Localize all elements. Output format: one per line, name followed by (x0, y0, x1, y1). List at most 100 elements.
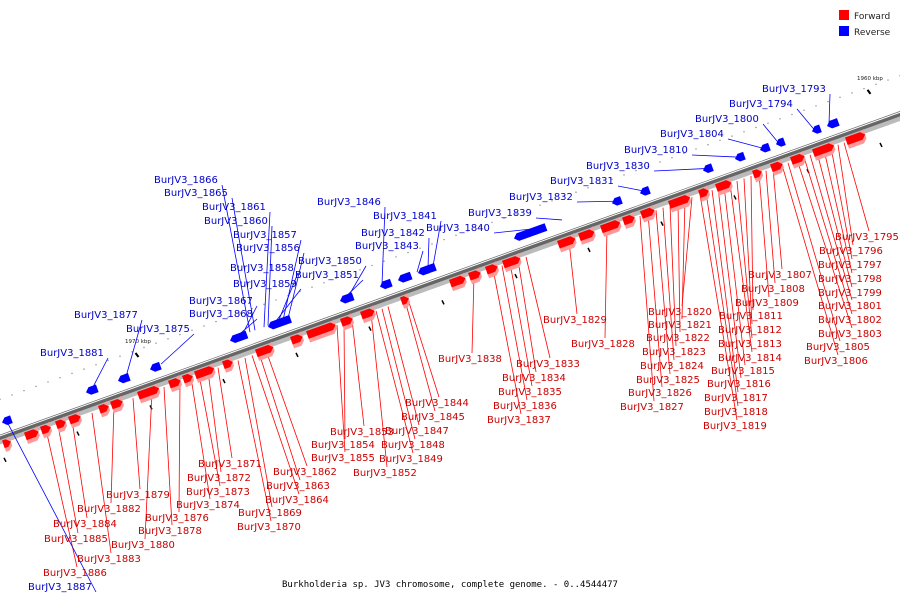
gene-label[interactable]: BurJV3_1867 (189, 296, 253, 307)
gene-arrow-forward[interactable] (751, 166, 764, 183)
gene-arrow-forward[interactable] (289, 331, 305, 349)
gene-label[interactable]: BurJV3_1869 (238, 508, 302, 519)
gene-label[interactable]: BurJV3_1854 (311, 440, 375, 451)
gene-label[interactable]: BurJV3_1881 (40, 348, 104, 359)
gene-label[interactable]: BurJV3_1871 (198, 459, 262, 470)
gene-label[interactable]: BurJV3_1855 (311, 453, 375, 464)
gene-label[interactable]: BurJV3_1885 (44, 534, 108, 545)
gene-label[interactable]: BurJV3_1826 (628, 388, 692, 399)
gene-label[interactable]: BurJV3_1836 (493, 401, 557, 412)
gene-label[interactable]: BurJV3_1844 (405, 398, 469, 409)
gene-label[interactable]: BurJV3_1795 (835, 232, 899, 243)
gene-arrow-forward[interactable] (254, 341, 276, 361)
gene-arrow-reverse[interactable] (811, 124, 822, 136)
gene-arrow-reverse[interactable] (826, 118, 840, 130)
gene-label[interactable]: BurJV3_1838 (438, 354, 502, 365)
gene-label[interactable]: BurJV3_1830 (586, 161, 650, 172)
gene-label[interactable]: BurJV3_1853 (330, 427, 394, 438)
gene-label[interactable]: BurJV3_1848 (381, 440, 445, 451)
gene-label[interactable]: BurJV3_1861 (202, 202, 266, 213)
gene-label[interactable]: BurJV3_1822 (646, 333, 710, 344)
gene-label[interactable]: BurJV3_1809 (735, 298, 799, 309)
gene-label[interactable]: BurJV3_1817 (704, 393, 768, 404)
gene-arrow-forward[interactable] (167, 374, 183, 393)
gene-arrow-forward[interactable] (844, 128, 868, 149)
gene-label[interactable]: BurJV3_1875 (126, 324, 190, 335)
gene-label[interactable]: BurJV3_1821 (648, 320, 712, 331)
gene-label[interactable]: BurJV3_1846 (317, 197, 381, 208)
gene-label[interactable]: BurJV3_1813 (718, 339, 782, 350)
gene-arrow-reverse[interactable] (117, 373, 131, 385)
gene-label[interactable]: BurJV3_1851 (295, 270, 359, 281)
gene-label[interactable]: BurJV3_1827 (620, 402, 684, 413)
gene-label[interactable]: BurJV3_1864 (265, 495, 329, 506)
gene-label[interactable]: BurJV3_1860 (204, 216, 268, 227)
legend-reverse[interactable]: Reverse (839, 26, 891, 38)
gene-label[interactable]: BurJV3_1856 (236, 243, 300, 254)
gene-label[interactable]: BurJV3_1824 (640, 361, 704, 372)
gene-label[interactable]: BurJV3_1820 (648, 307, 712, 318)
gene-label[interactable]: BurJV3_1842 (361, 228, 425, 239)
gene-label[interactable]: BurJV3_1837 (487, 415, 551, 426)
gene-label[interactable]: BurJV3_1807 (748, 270, 812, 281)
gene-arrow-forward[interactable] (23, 426, 41, 444)
gene-arrow-forward[interactable] (221, 356, 235, 373)
gene-arrow-forward[interactable] (305, 319, 338, 343)
gene-arrow-reverse[interactable] (229, 330, 249, 345)
gene-label[interactable]: BurJV3_1804 (660, 129, 724, 140)
gene-arrow-forward[interactable] (769, 158, 785, 176)
gene-label[interactable]: BurJV3_1880 (111, 540, 175, 551)
gene-label[interactable]: BurJV3_1832 (509, 192, 573, 203)
gene-arrow-reverse[interactable] (379, 278, 393, 291)
gene-label[interactable]: BurJV3_1806 (804, 356, 868, 367)
gene-label[interactable]: BurJV3_1883 (77, 554, 141, 565)
gene-label[interactable]: BurJV3_1814 (718, 353, 782, 364)
gene-label[interactable]: BurJV3_1868 (189, 309, 253, 320)
gene-label[interactable]: BurJV3_1800 (695, 114, 759, 125)
gene-arrow-forward[interactable] (399, 292, 411, 309)
gene-arrow-forward[interactable] (556, 233, 578, 253)
gene-label[interactable]: BurJV3_1823 (642, 347, 706, 358)
gene-arrow-reverse[interactable] (611, 196, 623, 207)
gene-arrow-forward[interactable] (811, 140, 836, 161)
legend-forward[interactable]: Forward (839, 10, 890, 22)
gene-arrow-forward[interactable] (136, 382, 161, 404)
gene-arrow-forward[interactable] (54, 416, 68, 433)
gene-arrow-forward[interactable] (484, 260, 500, 279)
gene-arrow-reverse[interactable] (513, 223, 548, 242)
gene-label[interactable]: BurJV3_1849 (379, 454, 443, 465)
gene-arrow-reverse[interactable] (702, 163, 714, 174)
gene-label[interactable]: BurJV3_1843 (355, 241, 419, 252)
gene-label[interactable]: BurJV3_1886 (43, 568, 107, 579)
gene-label[interactable]: BurJV3_1870 (237, 522, 301, 533)
gene-label[interactable]: BurJV3_1801 (818, 301, 882, 312)
gene-arrow-forward[interactable] (667, 191, 692, 213)
gene-label[interactable]: BurJV3_1803 (818, 329, 882, 340)
gene-arrow-forward[interactable] (1, 435, 13, 452)
gene-label[interactable]: BurJV3_1831 (550, 176, 614, 187)
gene-label[interactable]: BurJV3_1872 (187, 473, 251, 484)
gene-arrow-forward[interactable] (193, 362, 217, 383)
gene-arrow-forward[interactable] (467, 267, 483, 285)
gene-arrow-reverse[interactable] (639, 186, 651, 197)
gene-label[interactable]: BurJV3_1866 (154, 175, 218, 186)
gene-label[interactable]: BurJV3_1818 (704, 407, 768, 418)
gene-label[interactable]: BurJV3_1882 (77, 504, 141, 515)
gene-arrow-forward[interactable] (109, 395, 125, 414)
gene-label[interactable]: BurJV3_1794 (729, 99, 793, 110)
gene-arrow-reverse[interactable] (339, 292, 355, 305)
gene-arrow-forward[interactable] (39, 421, 53, 439)
gene-label[interactable]: BurJV3_1835 (498, 387, 562, 398)
gene-arrow-forward[interactable] (697, 185, 711, 202)
gene-arrow-reverse[interactable] (734, 151, 746, 163)
gene-arrow-forward[interactable] (181, 370, 195, 388)
gene-label[interactable]: BurJV3_1877 (74, 310, 138, 321)
gene-arrow-reverse[interactable] (1, 415, 13, 426)
gene-arrow-forward[interactable] (714, 176, 734, 196)
gene-label[interactable]: BurJV3_1815 (711, 366, 775, 377)
gene-arrow-reverse[interactable] (397, 271, 413, 284)
gene-label[interactable]: BurJV3_1839 (468, 208, 532, 219)
gene-label[interactable]: BurJV3_1876 (145, 513, 209, 524)
gene-label[interactable]: BurJV3_1829 (543, 315, 607, 326)
gene-label[interactable]: BurJV3_1887 (28, 582, 92, 593)
